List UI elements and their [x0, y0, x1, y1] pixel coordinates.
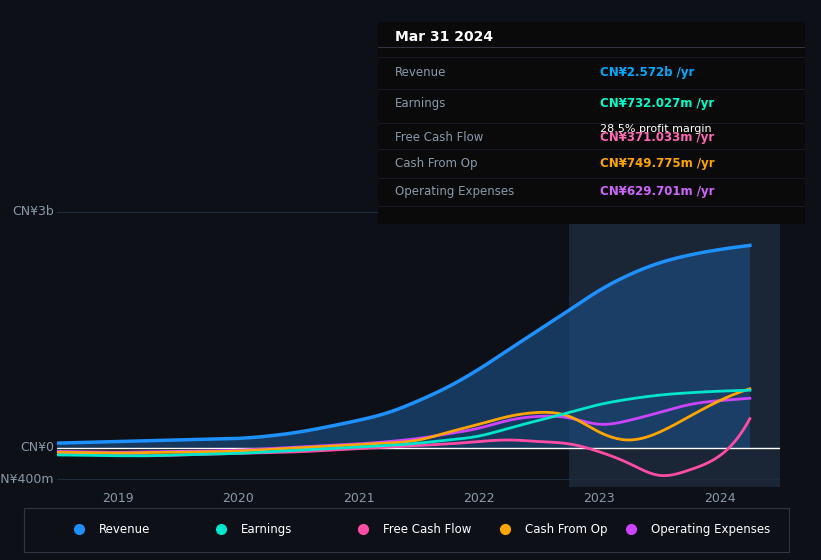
Text: CN¥3b: CN¥3b	[12, 206, 54, 218]
Text: CN¥629.701m /yr: CN¥629.701m /yr	[599, 185, 714, 198]
Text: Earnings: Earnings	[395, 96, 446, 110]
Text: Operating Expenses: Operating Expenses	[651, 522, 770, 536]
Text: Cash From Op: Cash From Op	[395, 157, 477, 170]
Text: Revenue: Revenue	[395, 66, 446, 80]
Text: Free Cash Flow: Free Cash Flow	[395, 131, 483, 144]
Text: Revenue: Revenue	[99, 522, 150, 536]
Text: CN¥371.033m /yr: CN¥371.033m /yr	[599, 131, 714, 144]
FancyBboxPatch shape	[25, 507, 789, 552]
Text: Operating Expenses: Operating Expenses	[395, 185, 514, 198]
Text: Cash From Op: Cash From Op	[525, 522, 608, 536]
Text: Earnings: Earnings	[241, 522, 292, 536]
Text: CN¥732.027m /yr: CN¥732.027m /yr	[599, 96, 714, 110]
Text: Free Cash Flow: Free Cash Flow	[383, 522, 471, 536]
Text: CN¥0: CN¥0	[20, 441, 54, 454]
Text: CN¥2.572b /yr: CN¥2.572b /yr	[599, 66, 694, 80]
Text: Mar 31 2024: Mar 31 2024	[395, 30, 493, 44]
Bar	[569, 196, 780, 487]
Text: 28.5% profit margin: 28.5% profit margin	[599, 124, 711, 134]
Text: -CN¥400m: -CN¥400m	[0, 473, 54, 486]
Text: CN¥749.775m /yr: CN¥749.775m /yr	[599, 157, 714, 170]
